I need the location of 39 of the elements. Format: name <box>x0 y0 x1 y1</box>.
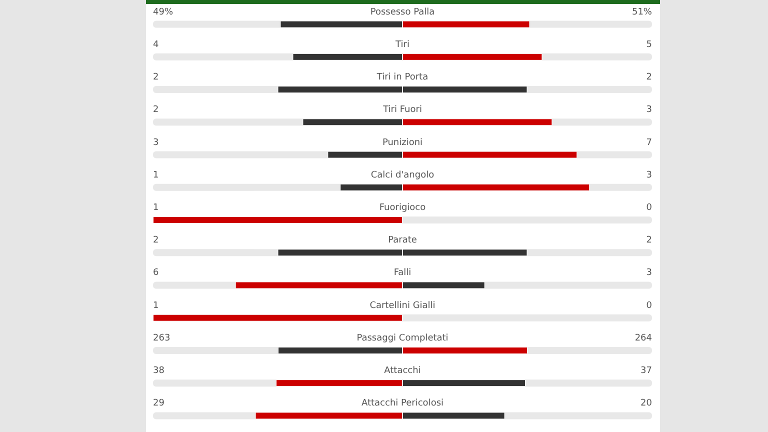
annotation: 1 <box>153 203 159 213</box>
annotation: 1 <box>153 300 159 311</box>
text: 3 <box>646 170 652 180</box>
y-tick-label: Calci d'angolo <box>370 170 435 180</box>
text: 20 <box>640 398 652 409</box>
y-tick-label: Punizioni <box>382 138 423 148</box>
text: 3 <box>646 268 652 278</box>
text: 0 <box>646 203 652 213</box>
y-tick-label: Cartellini Gialli <box>370 300 436 311</box>
annotation: 38 <box>153 366 165 376</box>
text: 2 <box>646 72 652 83</box>
text: 3 <box>646 105 652 116</box>
y-tick-label: Passaggi Completati <box>356 333 448 344</box>
y-tick-label: Tiri <box>394 40 410 50</box>
annotation: 263 <box>153 333 170 344</box>
annotation: 2 <box>153 105 159 116</box>
y-tick-label: Attacchi <box>384 366 421 376</box>
annotation: 3 <box>153 138 159 148</box>
text: 2 <box>646 236 652 246</box>
annotation: 2 <box>153 72 159 83</box>
text: 37 <box>640 366 652 376</box>
annotation: 6 <box>153 268 159 278</box>
text: 264 <box>634 333 652 344</box>
y-tick-label: Tiri in Porta <box>376 72 428 83</box>
y-tick-label: Attacchi Pericolosi <box>361 398 444 409</box>
y-tick-label: Tiri Fuori <box>382 105 422 116</box>
text: 7 <box>646 138 652 148</box>
annotation: 29 <box>153 398 165 409</box>
annotation: 4 <box>153 40 159 50</box>
annotation: 2 <box>153 236 159 246</box>
y-tick-label: Possesso Palla <box>370 7 435 18</box>
text: 51% <box>632 7 652 18</box>
annotation: 1 <box>153 170 159 180</box>
y-tick-label: Falli <box>394 268 412 278</box>
y-tick-label: Fuorigioco <box>379 203 426 213</box>
text: 5 <box>646 40 652 50</box>
annotation: 49% <box>153 7 174 18</box>
text: 0 <box>646 300 652 311</box>
y-tick-label: Parate <box>388 236 418 246</box>
